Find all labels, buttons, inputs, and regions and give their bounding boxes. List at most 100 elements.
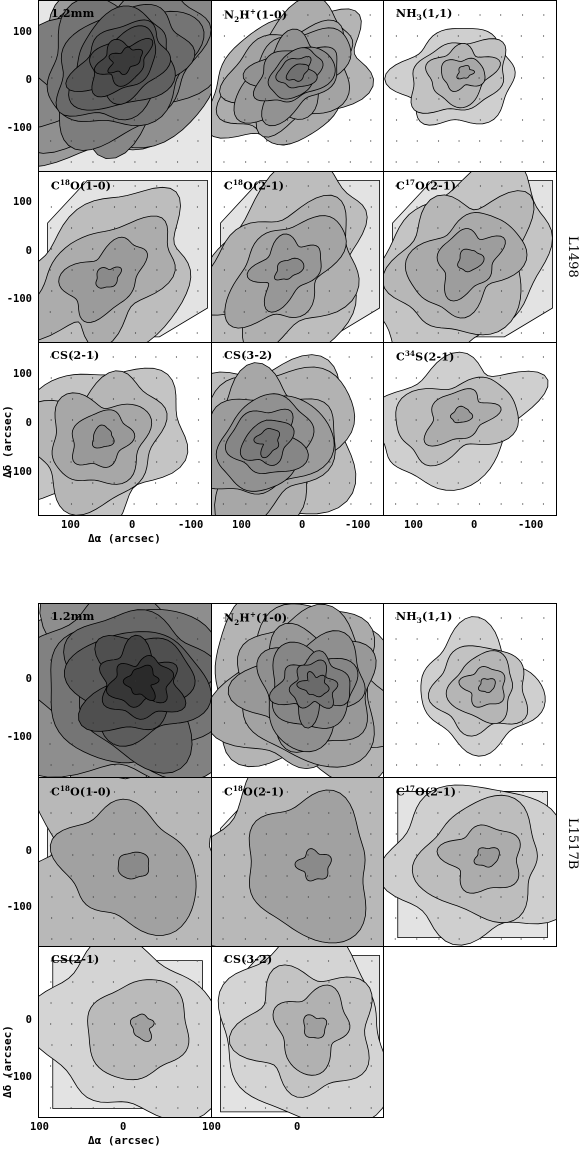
sample-dot	[436, 875, 439, 877]
sample-dot	[501, 56, 503, 58]
sample-dot	[479, 269, 481, 271]
sample-dot	[521, 161, 523, 163]
sample-dot	[308, 356, 310, 358]
sample-dot	[112, 356, 114, 358]
sample-dot	[349, 960, 352, 962]
sample-dot	[396, 722, 398, 724]
sample-dot	[349, 1065, 351, 1067]
x-tick-label: -100	[178, 519, 204, 531]
sample-dot	[222, 482, 225, 484]
sample-dot	[155, 812, 157, 814]
sample-dot	[350, 1107, 352, 1109]
sample-dot	[196, 332, 198, 334]
sample-dot	[349, 722, 351, 724]
sample-dot	[416, 764, 418, 766]
sample-dot	[156, 269, 158, 271]
sample-dot	[265, 14, 267, 16]
x-tick-label: 0	[471, 519, 478, 531]
sample-dot	[70, 119, 73, 121]
sample-dot	[71, 35, 73, 37]
sample-dot	[286, 440, 288, 442]
sample-dot	[155, 119, 157, 121]
sample-dot	[264, 56, 266, 58]
sample-dot	[369, 14, 371, 16]
sample-dot	[500, 14, 502, 16]
sample-dot	[500, 896, 502, 898]
sample-dot	[154, 1002, 156, 1004]
sample-dot	[500, 119, 502, 121]
sample-dot	[223, 854, 226, 856]
sample-dot	[155, 917, 157, 919]
sample-dot	[457, 419, 459, 421]
sample-dot	[197, 185, 200, 187]
sample-dot	[223, 764, 225, 766]
sample-dot	[286, 917, 289, 919]
sample-dot	[156, 311, 158, 313]
sample-dot	[154, 482, 157, 484]
sample-dot	[395, 503, 397, 505]
sample-dot	[51, 896, 53, 898]
sample-dot	[370, 1107, 372, 1109]
sample-dot	[176, 981, 178, 983]
sample-dot	[307, 14, 309, 16]
sample-dot	[349, 1002, 351, 1004]
sample-dot	[197, 938, 199, 940]
sample-dot	[92, 482, 94, 484]
sample-dot	[370, 722, 372, 724]
sample-dot	[134, 14, 136, 16]
sample-dot	[458, 227, 461, 229]
sample-dot	[520, 461, 522, 463]
sample-dot	[135, 875, 137, 877]
sample-dot	[308, 332, 310, 334]
sample-dot	[196, 503, 198, 505]
sample-dot	[370, 764, 372, 766]
sample-dot	[112, 875, 115, 877]
sample-dot	[71, 398, 74, 400]
sample-dot	[500, 503, 502, 505]
sample-dot	[224, 833, 226, 835]
map-panel: CS(3-2)	[211, 946, 384, 1118]
sample-dot	[307, 833, 309, 835]
sample-dot	[479, 638, 481, 640]
sample-dot	[542, 290, 544, 292]
sample-dot	[244, 812, 247, 814]
sample-dot	[72, 960, 74, 962]
sample-dot	[370, 833, 372, 835]
sample-dot	[71, 185, 73, 187]
sample-dot	[155, 617, 157, 619]
sample-dot	[155, 638, 157, 640]
sample-dot	[177, 722, 179, 724]
sample-dot	[156, 680, 158, 682]
sample-dot	[349, 161, 351, 163]
sample-dot	[154, 14, 157, 16]
sample-dot	[175, 398, 177, 400]
sample-dot	[51, 938, 53, 940]
sample-dot	[91, 419, 93, 421]
sample-dot	[176, 35, 178, 37]
sample-dot	[177, 1002, 179, 1004]
sample-dot	[328, 482, 331, 484]
sample-dot	[417, 659, 419, 661]
sample-dot	[134, 461, 136, 463]
sample-dot	[370, 503, 372, 505]
sample-dot	[264, 791, 267, 793]
sample-dot	[92, 356, 94, 358]
sample-dot	[327, 1023, 330, 1025]
sample-dot	[436, 35, 439, 37]
sample-dot	[416, 461, 418, 463]
sample-dot	[133, 617, 135, 619]
sample-dot	[70, 701, 72, 703]
source-label: L1498	[565, 236, 580, 278]
sample-dot	[286, 981, 289, 983]
sample-dot	[369, 398, 371, 400]
sample-dot	[520, 35, 522, 37]
sample-dot	[348, 77, 350, 79]
sample-dot	[395, 743, 397, 745]
sample-dot	[223, 1002, 225, 1004]
sample-dot	[196, 356, 198, 358]
sample-dot	[350, 503, 352, 505]
sample-dot	[197, 1086, 199, 1088]
sample-dot	[245, 98, 247, 100]
sample-dot	[458, 377, 460, 379]
sample-dot	[113, 938, 116, 940]
